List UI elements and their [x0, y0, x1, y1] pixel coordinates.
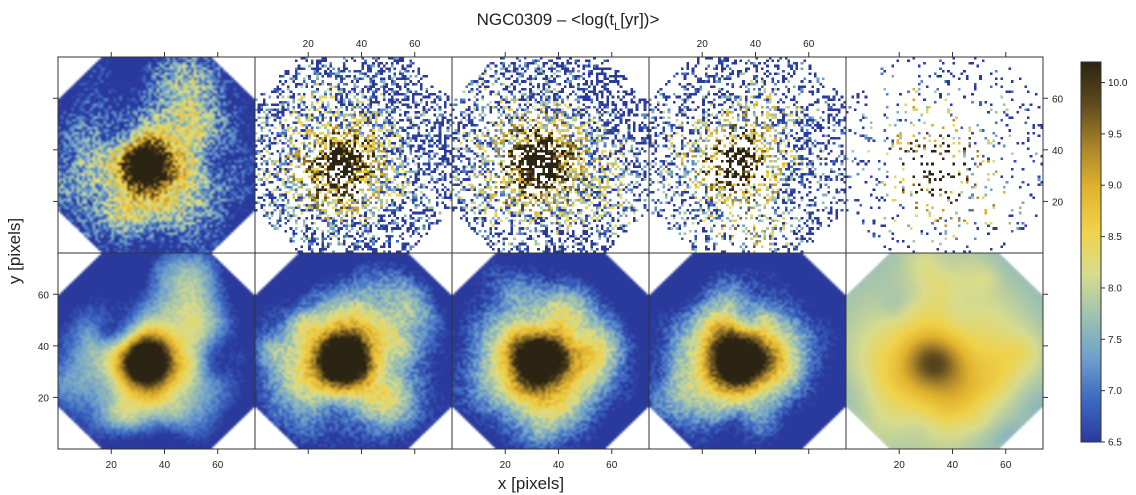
- title-end: [yr])>: [620, 10, 659, 29]
- x-tick-label-bottom: 20: [106, 460, 118, 471]
- heatmap-r2-c3: [452, 253, 649, 449]
- x-tick-label-bottom: 20: [894, 460, 906, 471]
- colorbar-tick-label: 6.5: [1108, 438, 1122, 449]
- heatmap-r2-c1: [58, 253, 255, 449]
- heatmap-r1-c5: [846, 57, 1043, 253]
- x-tick-label-bottom: 40: [947, 460, 959, 471]
- colorbar-gradient: [1080, 61, 1102, 443]
- x-axis-label: x [pixels]: [498, 474, 564, 493]
- colorbar-tick-label: 8.0: [1108, 283, 1122, 294]
- axis-ticks: 20 20 20 20 20 40 40 40 40 40 60 60 60 60 60 20 20 40 40 60…: [38, 39, 1064, 471]
- colorbar-tick-label: 8.5: [1108, 232, 1122, 243]
- panel-r2-c5: [845, 252, 1044, 450]
- colorbar-tick-label: 10.0: [1108, 78, 1128, 89]
- panel-r2-c1: [57, 252, 256, 450]
- heatmap-r1-c3: [452, 57, 649, 253]
- heatmap-r2-c4: [649, 253, 846, 449]
- x-tick-label-top: 40: [750, 39, 762, 50]
- y-tick-label-left: 60: [38, 290, 50, 301]
- panel-r2-c2: [254, 252, 453, 450]
- heatmap-r1-c4: [649, 57, 846, 253]
- panel-r2-c4: [648, 252, 847, 450]
- x-tick-label-top: 60: [409, 39, 421, 50]
- x-tick-label-bottom: 60: [1000, 460, 1012, 471]
- x-tick-label-bottom: 40: [159, 460, 171, 471]
- x-tick-label-top: 60: [803, 39, 815, 50]
- y-tick-label-right: 60: [1052, 94, 1064, 105]
- x-tick-label-top: 20: [303, 39, 315, 50]
- y-tick-label-right: 40: [1052, 146, 1064, 157]
- heatmap-r1-c1: [58, 57, 255, 253]
- x-tick-label-top: 20: [697, 39, 709, 50]
- panel-r1-c2: [254, 56, 453, 254]
- panel-r1-c4: [648, 56, 847, 254]
- colorbar-tick-label: 7.0: [1108, 386, 1122, 397]
- title-subscript: L: [614, 21, 620, 33]
- panel-r1-c3: [451, 56, 650, 254]
- title-main: NGC0309 – <log(t: [477, 10, 615, 29]
- x-tick-label-top: 40: [356, 39, 368, 50]
- panel-r1-c5: [845, 56, 1044, 254]
- panel-r1-c1: [57, 56, 256, 254]
- y-tick-label-left: 40: [38, 342, 50, 353]
- y-axis-label: y [pixels]: [5, 218, 24, 284]
- y-tick-label-left: 20: [38, 393, 50, 404]
- colorbar-tick-label: 9.5: [1108, 129, 1122, 140]
- chart-title: NGC0309 – <log(tL[yr])>: [477, 10, 660, 33]
- heatmap-r2-c2: [255, 253, 452, 449]
- panel-r2-c3: [451, 252, 650, 450]
- svg-text:NGC0309 – <log(tL[yr])>: NGC0309 – <log(tL[yr])>: [477, 10, 660, 33]
- colorbar: 6.5 7.0 7.5 8.0 8.5 9.0 9.5 10.0: [1080, 61, 1128, 449]
- x-tick-label-bottom: 60: [606, 460, 618, 471]
- heatmap-r1-c2: [255, 57, 452, 253]
- x-tick-label-bottom: 40: [553, 460, 565, 471]
- y-tick-label-right: 20: [1052, 197, 1064, 208]
- x-tick-label-bottom: 60: [212, 460, 224, 471]
- colorbar-tick-label: 9.0: [1108, 181, 1122, 192]
- x-tick-label-bottom: 20: [500, 460, 512, 471]
- colorbar-tick-label: 7.5: [1108, 335, 1122, 346]
- panel-frame-r2-c5: [845, 252, 1044, 450]
- panels-grid: [57, 56, 1044, 450]
- heatmap-r2-c5: [846, 253, 1043, 449]
